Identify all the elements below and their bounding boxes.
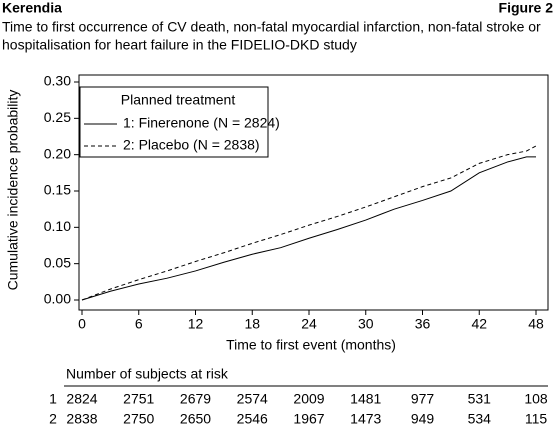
plot-frame: [78, 74, 549, 311]
legend-box: [79, 86, 269, 158]
series-line: [81, 145, 537, 301]
risk-count: 1967: [293, 411, 324, 427]
y-tick-label: 0.20: [44, 145, 71, 161]
risk-count: 2838: [66, 411, 97, 427]
risk-count: 2679: [180, 391, 211, 407]
series-line: [81, 156, 536, 301]
x-tick-label: 36: [415, 316, 431, 332]
risk-count: 1473: [350, 411, 381, 427]
y-tick-label: 0.30: [44, 73, 71, 89]
figure-label: Figure 2: [499, 0, 554, 16]
title-line: Time to first occurrence of CV death, no…: [2, 19, 541, 35]
risk-count: 534: [468, 411, 492, 427]
risk-count: 1481: [350, 391, 381, 407]
risk-count: 977: [411, 391, 435, 407]
y-axis-label: Cumulative incidence probability: [5, 90, 21, 291]
risk-row-label: 2: [49, 411, 57, 427]
legend-title: Planned treatment: [121, 92, 236, 108]
y-tick-label: 0.05: [44, 254, 71, 270]
risk-row-label: 1: [49, 391, 57, 407]
x-tick-label: 42: [471, 316, 487, 332]
y-tick-label: 0.10: [44, 218, 71, 234]
risk-count: 2750: [123, 411, 154, 427]
risk-count: 2574: [237, 391, 268, 407]
risk-count: 115: [525, 411, 548, 427]
x-tick-label: 12: [188, 316, 204, 332]
x-tick-label: 18: [244, 316, 260, 332]
risk-count: 949: [411, 411, 435, 427]
risk-count: 531: [468, 391, 492, 407]
legend-label: 2: Placebo (N = 2838): [123, 137, 260, 153]
risk-count: 2546: [237, 411, 268, 427]
x-tick-label: 6: [135, 316, 143, 332]
x-tick-label: 48: [528, 316, 544, 332]
risk-count: 2650: [180, 411, 211, 427]
y-tick-label: 0.15: [44, 182, 71, 198]
x-tick-label: 0: [78, 316, 86, 332]
y-tick-label: 0.00: [44, 291, 71, 307]
y-tick-label: 0.25: [44, 109, 71, 125]
risk-count: 2751: [123, 391, 154, 407]
brand: Kerendia: [2, 0, 62, 16]
risk-count: 2824: [66, 391, 97, 407]
legend-label: 1: Finerenone (N = 2824): [123, 115, 280, 131]
x-tick-label: 30: [358, 316, 374, 332]
risk-count: 2009: [293, 391, 324, 407]
x-axis-label: Time to first event (months): [226, 337, 396, 353]
x-tick-label: 24: [301, 316, 317, 332]
title-line: hospitalisation for heart failure in the…: [2, 37, 357, 53]
risk-table-title: Number of subjects at risk: [66, 366, 229, 382]
risk-count: 108: [524, 391, 548, 407]
